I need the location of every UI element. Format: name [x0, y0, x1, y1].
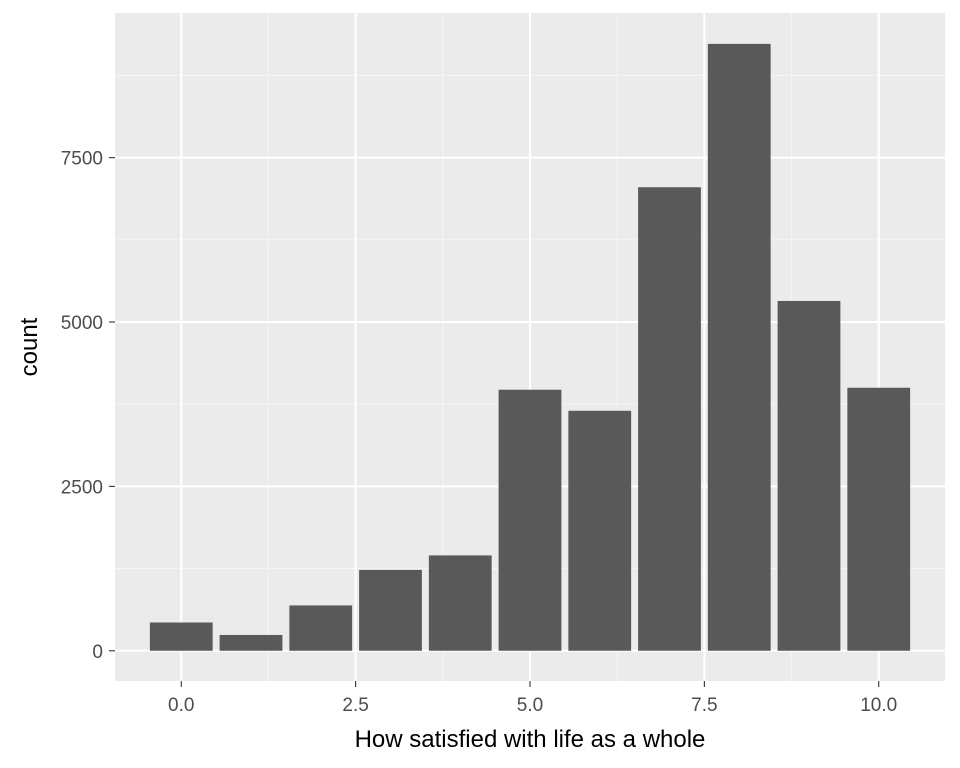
x-axis-title: How satisfied with life as a whole — [355, 726, 706, 753]
bar-10 — [847, 388, 910, 651]
bar-4 — [429, 555, 492, 650]
bar-2 — [289, 605, 352, 650]
x-tick-label: 10.0 — [860, 695, 897, 716]
y-tick-label: 0 — [92, 642, 103, 663]
y-tick-label: 2500 — [61, 477, 103, 498]
bar-8 — [708, 44, 771, 651]
bar-9 — [778, 301, 841, 651]
y-tick-label: 5000 — [61, 313, 103, 334]
x-tick-label: 5.0 — [517, 695, 543, 716]
bar-3 — [359, 570, 422, 651]
x-tick-label: 2.5 — [342, 695, 368, 716]
x-tick-label: 7.5 — [691, 695, 717, 716]
bar-6 — [568, 411, 631, 651]
bar-1 — [220, 635, 283, 651]
x-tick-label: 0.0 — [168, 695, 194, 716]
bar-5 — [499, 390, 562, 651]
y-tick-label: 7500 — [61, 149, 103, 170]
bar-0 — [150, 622, 213, 650]
bar-7 — [638, 187, 701, 651]
y-axis-title: count — [16, 317, 43, 376]
